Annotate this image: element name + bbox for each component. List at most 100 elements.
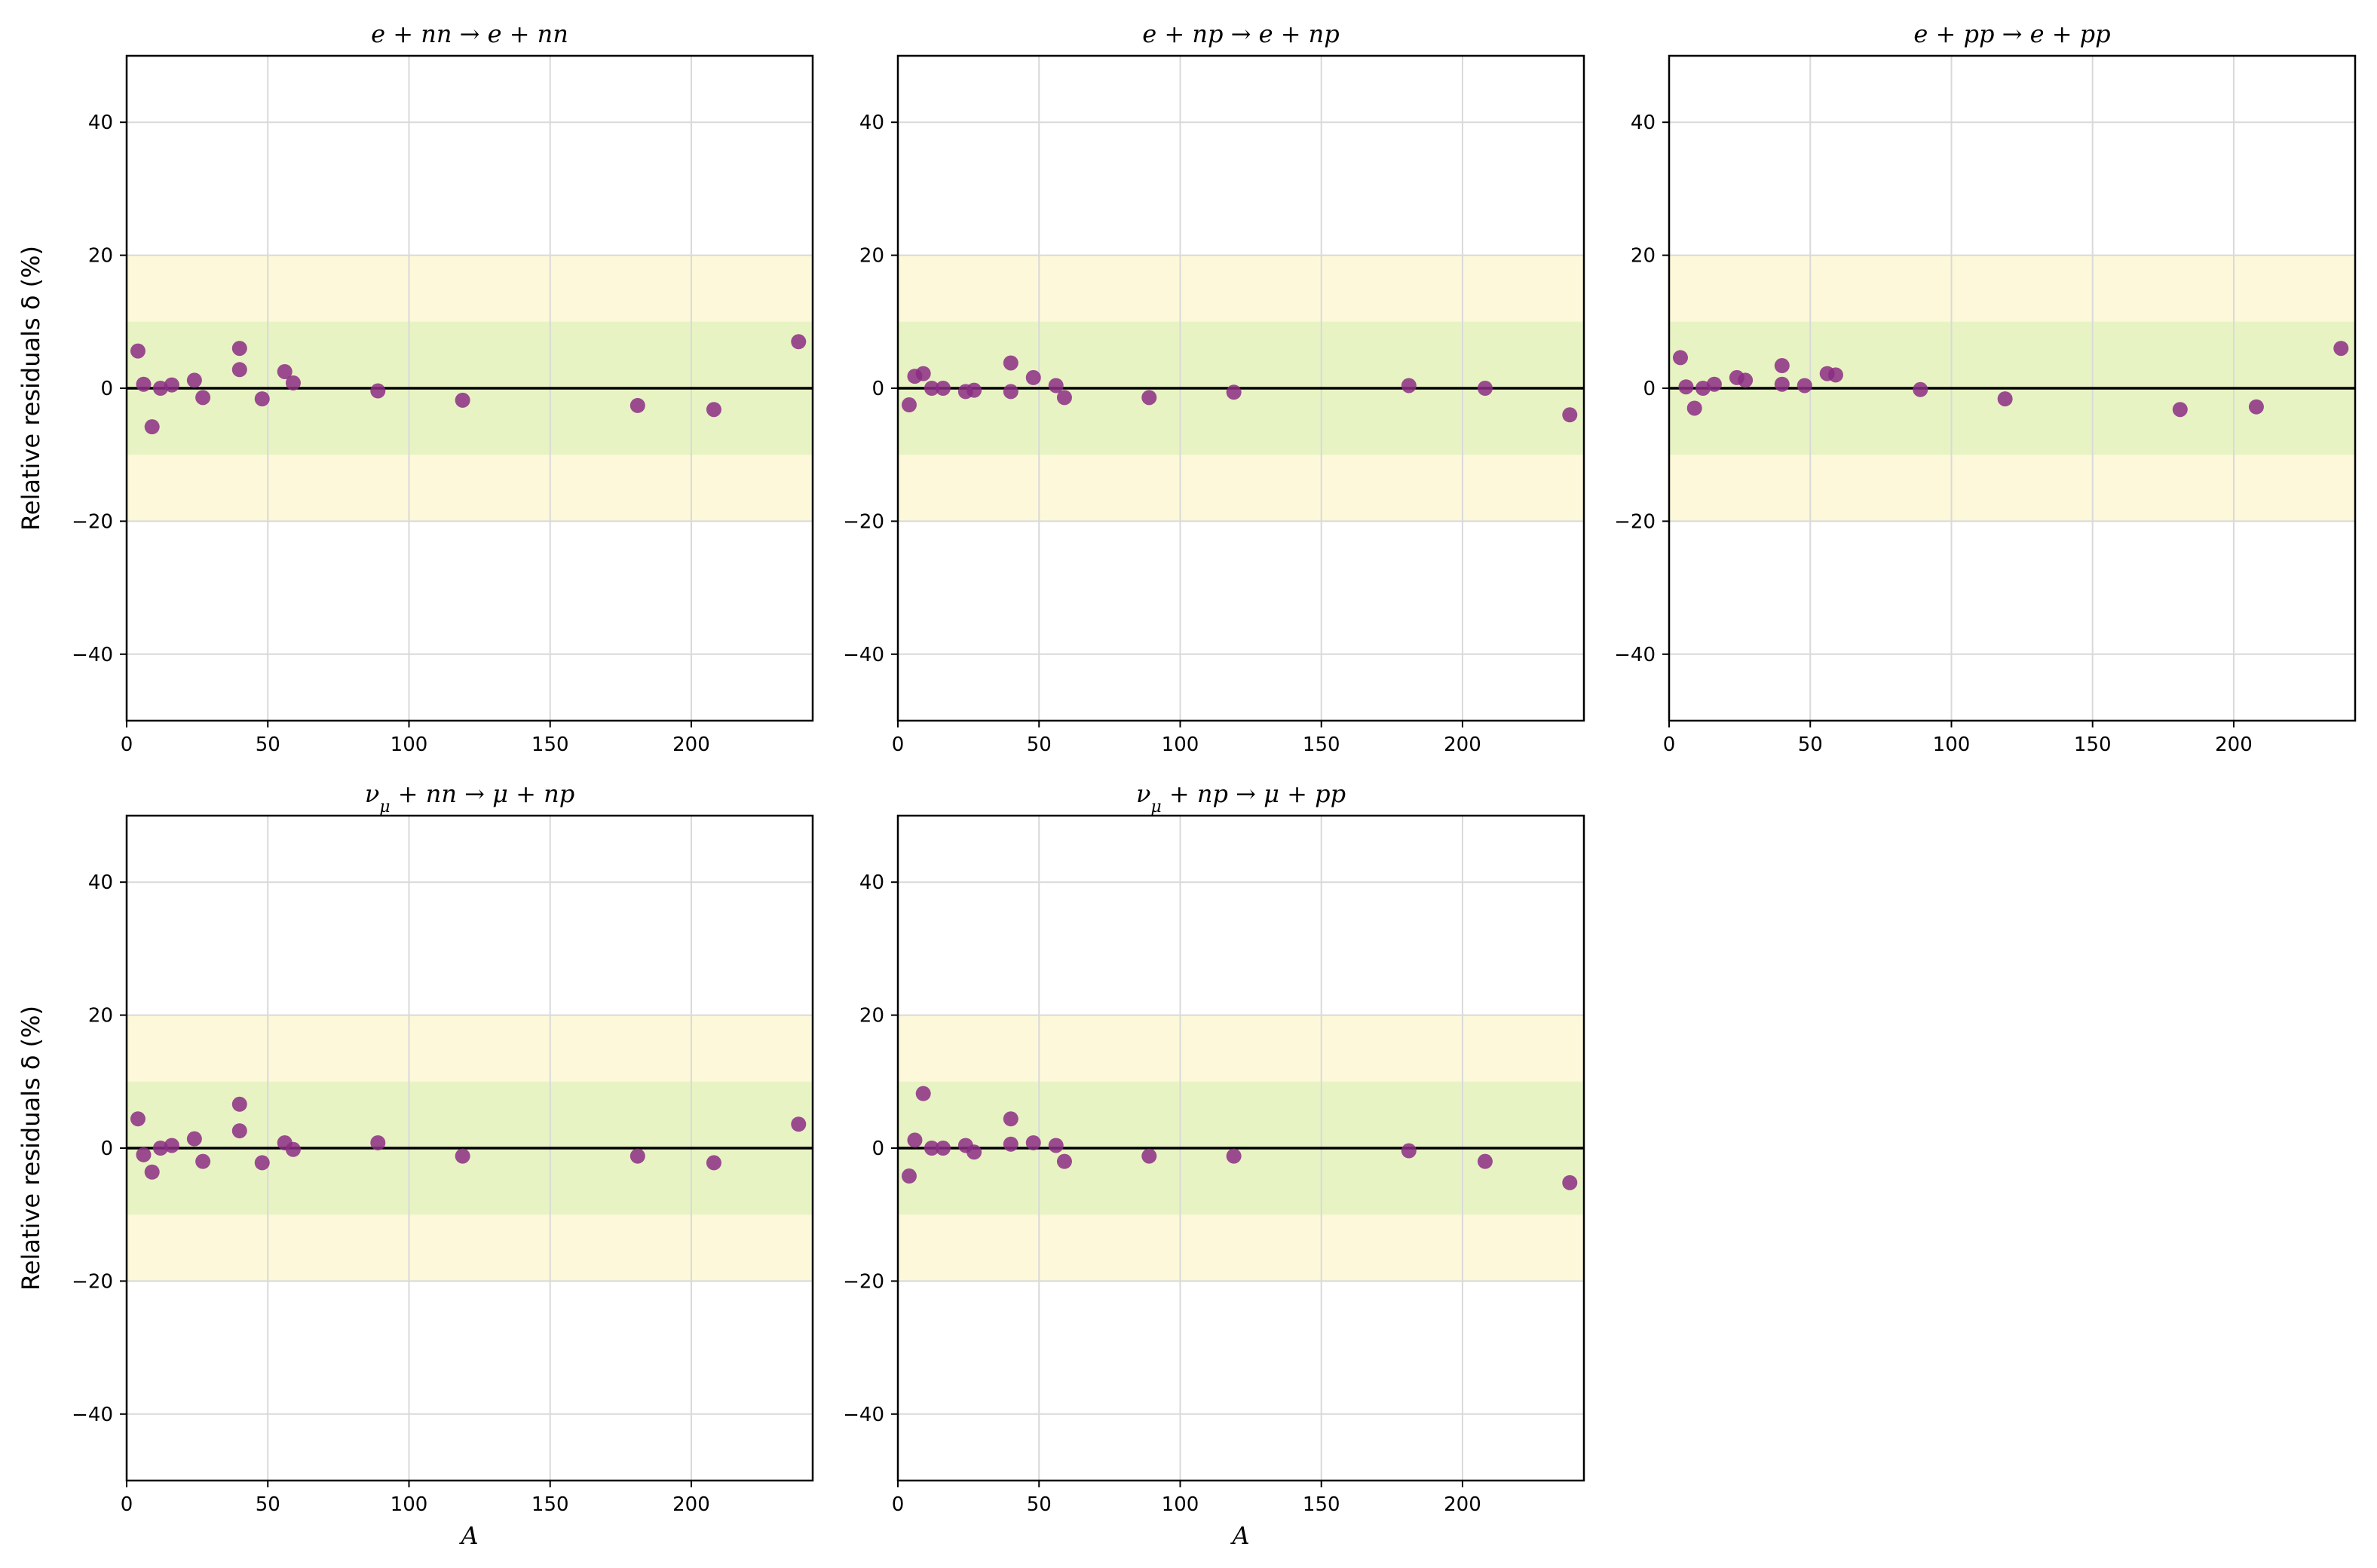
y-tick-label: −40: [843, 644, 884, 666]
panel-2: 0 50 100 150 200 −40 −20 0 20 40 e + np → e + np: [843, 20, 1585, 756]
data-point: [915, 1086, 931, 1101]
data-point: [1401, 1143, 1417, 1159]
data-point: [195, 1153, 211, 1169]
y-axis-label: Relative residuals δ (%): [17, 1006, 45, 1291]
data-point: [144, 419, 160, 435]
data-point: [455, 392, 470, 408]
data-point: [136, 376, 152, 392]
data-point: [231, 1096, 247, 1112]
panel-1: 0 50 100 150 200 −40 −20 0 20 40 e + nn → e + nn Re…: [17, 20, 814, 756]
x-tick-label: 150: [1303, 1493, 1340, 1516]
y-tick-label: 40: [859, 871, 884, 894]
panel-3: 0 50 100 150 200 −40 −20 0 20 40 e + pp → e + pp: [1614, 20, 2357, 756]
x-tick-label: 200: [1444, 733, 1481, 756]
x-tick-label: 50: [1027, 1493, 1052, 1516]
x-tick-label: 150: [2074, 733, 2112, 756]
y-tick-label: 20: [1631, 245, 1656, 268]
panel-title: e + nn → e + nn: [371, 20, 568, 48]
data-point: [1797, 378, 1812, 394]
data-point: [791, 334, 807, 350]
data-point: [1226, 1148, 1242, 1164]
panel-title: e + np → e + np: [1142, 20, 1340, 48]
x-tick-label: 100: [1162, 733, 1199, 756]
data-point: [629, 397, 645, 413]
y-tick-label: −20: [843, 510, 884, 533]
data-point: [1706, 376, 1722, 392]
x-tick-label: 0: [892, 733, 905, 756]
data-point: [254, 1155, 270, 1171]
data-point: [231, 362, 247, 378]
y-tick-label: 40: [859, 112, 884, 134]
x-tick-label: 100: [1933, 733, 1971, 756]
data-point: [186, 372, 202, 388]
x-tick-label: 0: [121, 733, 133, 756]
data-point: [277, 363, 293, 379]
y-tick-label: 20: [859, 1005, 884, 1027]
x-tick-label: 200: [1444, 1493, 1481, 1516]
data-point: [1141, 1148, 1157, 1164]
data-point: [1562, 1174, 1578, 1190]
data-point: [1562, 407, 1578, 423]
data-point: [1003, 384, 1018, 400]
data-point: [1774, 358, 1790, 374]
data-point: [254, 391, 270, 407]
data-point: [231, 341, 247, 357]
data-point: [455, 1148, 470, 1164]
data-point: [164, 1138, 179, 1153]
y-tick-label: 40: [88, 112, 113, 134]
x-tick-label: 100: [391, 1493, 428, 1516]
data-point: [915, 366, 931, 381]
x-tick-label: 0: [1663, 733, 1676, 756]
data-point: [924, 1141, 939, 1156]
data-point: [1827, 367, 1843, 383]
data-point: [1025, 1135, 1041, 1150]
y-tick-label: −20: [1614, 510, 1656, 533]
panel-title: νμ + np → μ + pp: [1136, 779, 1346, 816]
data-point: [629, 1148, 645, 1164]
data-point: [195, 390, 211, 406]
y-tick-label: 20: [88, 1005, 113, 1027]
data-point: [152, 1141, 168, 1156]
y-tick-label: −40: [72, 644, 113, 666]
y-tick-label: 0: [871, 378, 884, 400]
x-tick-label: 200: [672, 1493, 710, 1516]
data-point: [966, 382, 982, 398]
data-point: [1056, 390, 1072, 406]
data-point: [130, 1111, 145, 1127]
data-point: [1401, 378, 1417, 394]
y-tick-label: −20: [72, 1270, 113, 1293]
y-tick-label: 40: [88, 871, 113, 894]
x-tick-label: 50: [1027, 733, 1052, 756]
x-tick-label: 200: [2215, 733, 2253, 756]
panel-title: e + pp → e + pp: [1913, 20, 2110, 48]
data-point: [231, 1123, 247, 1139]
x-tick-label: 150: [1303, 733, 1340, 756]
data-point: [370, 1135, 386, 1150]
data-point: [1003, 1111, 1018, 1127]
panel-5: 0 50 100 150 200 −40 −20 0 20 40 νμ + np → μ + pp A: [843, 779, 1585, 1550]
data-point: [907, 1132, 923, 1148]
data-point: [924, 381, 939, 396]
panel-4: 0 50 100 150 200 −40 −20 0 20 40 νμ + nn → μ + np R…: [17, 779, 814, 1550]
panel-title: νμ + nn → μ + np: [365, 779, 574, 816]
data-point: [2333, 341, 2349, 357]
data-point: [966, 1144, 982, 1160]
x-tick-label: 150: [531, 733, 569, 756]
data-point: [1686, 400, 1702, 416]
data-point: [901, 397, 917, 413]
data-point: [164, 377, 179, 393]
y-tick-label: 0: [871, 1138, 884, 1160]
data-point: [1056, 1153, 1072, 1169]
data-point: [1048, 378, 1064, 394]
x-axis-label: A: [458, 1521, 478, 1550]
x-tick-label: 0: [892, 1493, 905, 1516]
y-tick-label: 0: [100, 378, 113, 400]
y-tick-label: 0: [100, 1138, 113, 1160]
x-tick-label: 0: [121, 1493, 133, 1516]
x-tick-label: 200: [672, 733, 710, 756]
x-tick-label: 100: [1162, 1493, 1199, 1516]
data-point: [1672, 350, 1688, 366]
data-point: [1025, 369, 1041, 385]
data-point: [935, 1141, 951, 1156]
